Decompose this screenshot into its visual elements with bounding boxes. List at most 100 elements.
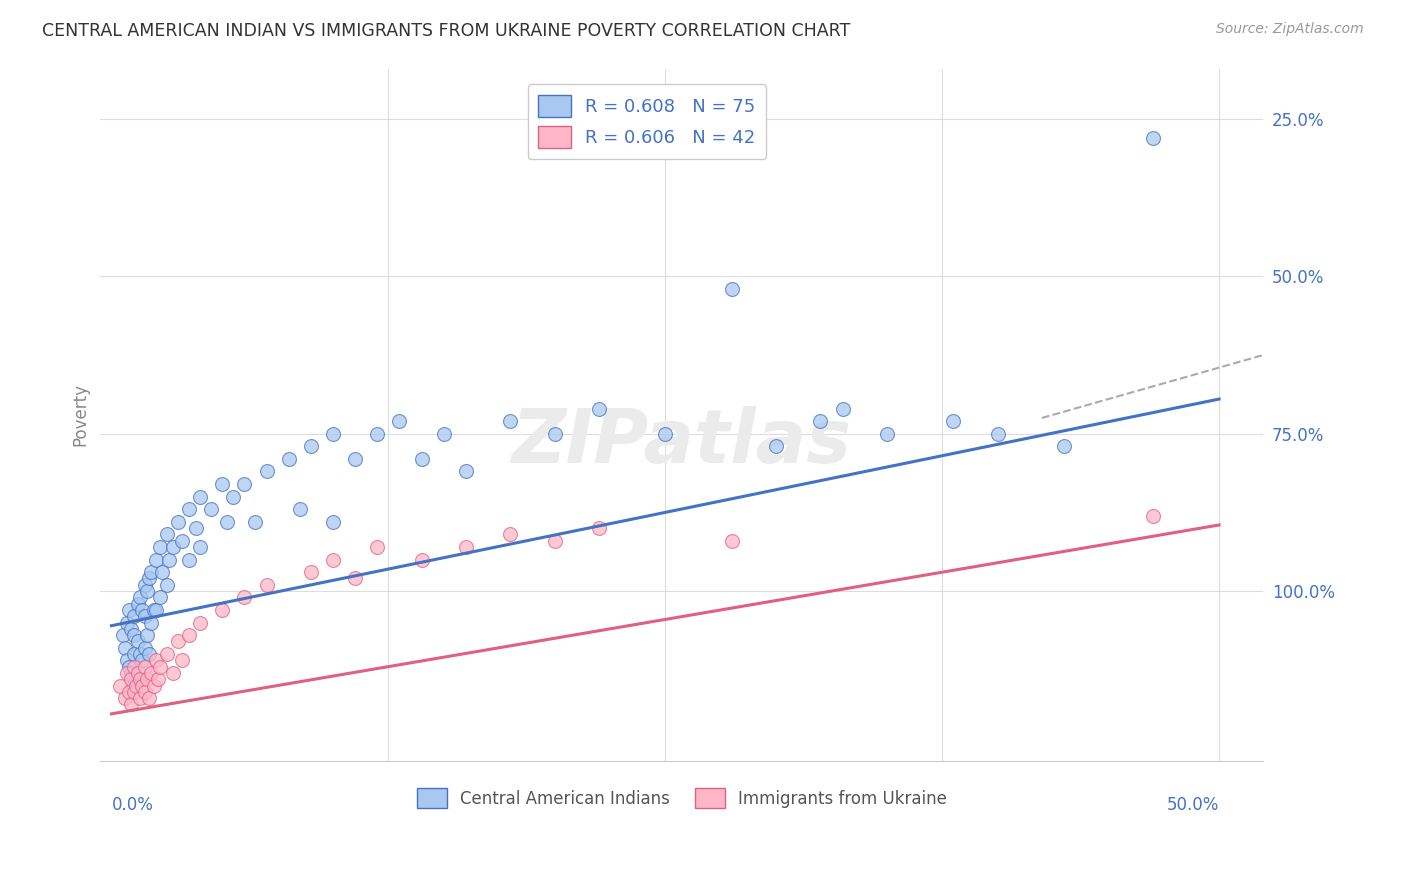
Point [122,685,145,699]
Point [149,540,172,554]
Point [118,685,141,699]
Point [110,679,132,693]
Text: ZIPatlas: ZIPatlas [512,406,852,479]
Text: 0.0%: 0.0% [111,796,153,814]
Point [1053,439,1076,453]
Point [167,515,190,529]
Point [120,672,142,686]
Point [454,540,477,554]
Point [135,584,157,599]
Point [172,533,194,548]
Point [411,552,433,566]
Point [322,552,344,566]
Point [138,572,160,586]
Point [499,527,522,541]
Point [588,521,610,535]
Point [120,665,142,680]
Point [256,578,278,592]
Point [499,414,522,428]
Point [256,465,278,479]
Point [233,477,256,491]
Point [120,622,142,636]
Point [388,414,411,428]
Point [177,628,200,642]
Point [1142,508,1164,523]
Point [543,533,565,548]
Point [115,665,138,680]
Point [322,426,344,441]
Point [122,647,145,661]
Point [156,578,179,592]
Text: 50.0%: 50.0% [1167,796,1219,814]
Point [184,521,207,535]
Point [141,565,163,579]
Point [162,665,184,680]
Point [114,640,136,655]
Y-axis label: Poverty: Poverty [72,384,89,446]
Point [188,540,211,554]
Point [299,565,322,579]
Point [120,698,142,712]
Point [131,653,153,667]
Point [588,401,610,416]
Point [118,659,141,673]
Point [411,451,433,466]
Point [177,552,200,566]
Point [277,451,299,466]
Point [142,679,165,693]
Point [122,609,145,624]
Point [127,634,149,648]
Point [129,591,152,605]
Point [177,502,200,516]
Point [134,609,156,624]
Point [288,502,311,516]
Point [157,552,180,566]
Point [433,426,456,441]
Point [134,640,156,655]
Point [172,653,194,667]
Text: CENTRAL AMERICAN INDIAN VS IMMIGRANTS FROM UKRAINE POVERTY CORRELATION CHART: CENTRAL AMERICAN INDIAN VS IMMIGRANTS FR… [42,22,851,40]
Point [142,603,165,617]
Point [149,659,172,673]
Point [145,603,167,617]
Point [299,439,322,453]
Point [322,515,344,529]
Point [111,628,134,642]
Point [129,647,152,661]
Point [122,672,145,686]
Point [233,591,256,605]
Point [134,659,156,673]
Point [150,565,173,579]
Point [215,515,238,529]
Point [366,426,388,441]
Point [129,691,152,706]
Point [454,465,477,479]
Legend: Central American Indians, Immigrants from Ukraine: Central American Indians, Immigrants fro… [411,781,953,815]
Point [211,477,233,491]
Point [114,691,136,706]
Point [654,426,676,441]
Point [145,653,167,667]
Point [344,451,367,466]
Point [188,615,211,630]
Point [808,414,831,428]
Point [115,653,138,667]
Point [987,426,1010,441]
Text: Source: ZipAtlas.com: Source: ZipAtlas.com [1216,22,1364,37]
Point [131,603,153,617]
Point [344,572,367,586]
Point [765,439,787,453]
Point [138,691,160,706]
Point [122,659,145,673]
Point [366,540,388,554]
Point [127,597,149,611]
Point [145,552,167,566]
Point [245,515,267,529]
Point [131,679,153,693]
Point [138,647,160,661]
Point [720,282,742,296]
Point [876,426,898,441]
Point [831,401,853,416]
Point [118,603,141,617]
Point [211,603,233,617]
